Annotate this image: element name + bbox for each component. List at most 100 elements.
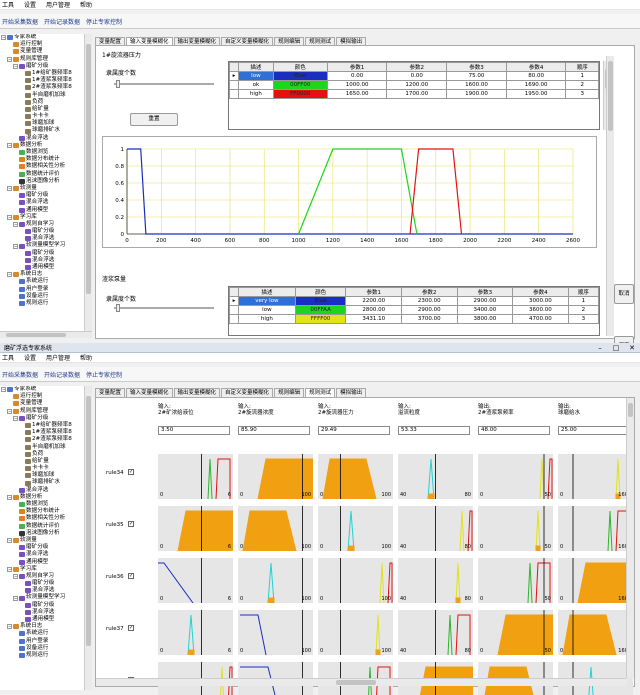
menu-settings[interactable]: 设置 [24, 2, 37, 9]
cell-value[interactable]: 3700.00 [401, 314, 458, 324]
cell-value[interactable]: 2900.00 [456, 296, 514, 306]
expand-toggle-icon[interactable]: − [7, 408, 12, 414]
tree-node[interactable]: 泡沫图像分析 [0, 178, 91, 185]
tab-4[interactable]: 规则编辑 [274, 37, 305, 46]
tree-node[interactable]: 运行控制 [0, 41, 91, 48]
reset-button[interactable]: 重置 [130, 113, 178, 126]
menu2-help[interactable]: 帮助 [80, 355, 93, 362]
tree-node[interactable]: 磨矿分级 [0, 250, 91, 257]
cell-value[interactable]: 3 [567, 314, 600, 324]
rule-enable-checkbox[interactable]: ✓ [128, 469, 134, 475]
expand-toggle-icon[interactable]: − [13, 243, 18, 249]
expand-toggle-icon[interactable]: − [7, 538, 12, 544]
tree-node[interactable]: 系统运行 [0, 278, 91, 285]
tree-node[interactable]: 数据相关性分析 [0, 163, 91, 170]
tree-node[interactable]: 通用模型 [0, 264, 91, 271]
expand-toggle-icon[interactable]: − [7, 272, 12, 278]
tree-node[interactable]: 球磨加球 [0, 472, 91, 479]
start-collect-button[interactable]: 开始采集数据 [2, 18, 39, 26]
cell-value[interactable]: 1700.00 [386, 89, 448, 99]
var-value-input[interactable]: 53.33 [398, 426, 470, 435]
cancel-button[interactable]: 取消 [614, 284, 634, 304]
table-row[interactable]: ▸ very low Blue 2200.00 2300.00 2900.00 3000.0… [229, 296, 600, 306]
tree-node[interactable]: − 软测量 [0, 537, 91, 544]
cell-value[interactable]: 1000.00 [326, 80, 388, 90]
tab-1[interactable]: 输入变量模糊化 [126, 388, 173, 397]
cell-value[interactable]: 3400.00 [456, 305, 514, 315]
cell-value[interactable]: 2 [567, 305, 600, 315]
tab-0[interactable]: 变量配置 [95, 388, 126, 397]
cell-desc[interactable]: low [238, 305, 296, 315]
maximize-icon[interactable]: □ [612, 343, 620, 352]
stop-expert-button-2[interactable]: 停止专家控制 [86, 371, 123, 379]
tree-node[interactable]: 卡卡卡 [0, 465, 91, 472]
tab-3[interactable]: 自定义变量模糊化 [221, 37, 274, 46]
tree-node[interactable]: 球磨排矿水 [0, 479, 91, 486]
table-row[interactable]: high FF0000 1650.00 1700.00 1900.00 1950.00 3 [229, 89, 599, 99]
tree-node[interactable]: 规则运行 [0, 652, 91, 659]
tree-node[interactable]: 混合浮选 [0, 551, 91, 558]
tab-2[interactable]: 输出变量模糊化 [173, 388, 221, 397]
expand-toggle-icon[interactable]: − [13, 63, 18, 69]
cell-value[interactable]: 1600.00 [446, 80, 507, 90]
tree-node[interactable]: 变量管理 [0, 400, 91, 407]
cell-value[interactable]: 1950.00 [505, 89, 567, 99]
tree-node[interactable]: 数据相关性分析 [0, 515, 91, 522]
cell-value[interactable]: 1 [567, 296, 600, 306]
tab-6[interactable]: 模拟输出 [336, 388, 367, 397]
tree-node[interactable]: 磨矿分级 [0, 544, 91, 551]
tree-node[interactable]: 混合浮选 [0, 487, 91, 494]
cell-value[interactable]: 2900.00 [401, 305, 458, 315]
membership-count-slider[interactable] [114, 80, 214, 88]
cell-value[interactable]: 0.00 [386, 71, 448, 81]
tree-node[interactable]: 混合浮选 [0, 257, 91, 264]
cell-value[interactable]: 3 [565, 89, 599, 99]
cell-desc[interactable]: very low [238, 296, 296, 306]
tree-node[interactable]: − 学习库 [0, 566, 91, 573]
row-selector-icon[interactable] [229, 80, 239, 90]
rule-enable-checkbox[interactable]: ✓ [128, 573, 134, 579]
table-row[interactable]: low 00FFAA 2800.00 2900.00 3400.00 3600.00 2 [229, 305, 600, 315]
tree-node[interactable]: 规则运行 [0, 300, 91, 307]
cell-desc[interactable]: high [238, 89, 274, 99]
membership-count-slider-2[interactable] [114, 304, 214, 312]
save-button[interactable]: 保存 [614, 336, 634, 343]
table-row[interactable]: ok 00FF00 1000.00 1200.00 1600.00 1690.00 2 [229, 80, 599, 90]
expand-toggle-icon[interactable]: − [1, 35, 6, 41]
expand-toggle-icon[interactable]: − [7, 624, 12, 630]
cell-value[interactable]: 1 [565, 71, 599, 81]
tree-node[interactable]: 数据分布统计 [0, 508, 91, 515]
tree-node[interactable]: 数据统计评价 [0, 171, 91, 178]
cell-value[interactable]: 1200.00 [386, 80, 448, 90]
tree-node[interactable]: − 系统日志 [0, 623, 91, 630]
rules-scrollbar[interactable] [626, 398, 634, 678]
cell-value[interactable]: 2800.00 [345, 305, 403, 315]
table-row[interactable]: high FFFF00 3431.10 3700.00 3800.00 4700.00 3 [229, 314, 600, 324]
menu2-settings[interactable]: 设置 [24, 355, 37, 362]
tree-node[interactable]: 半自磨机加球 [0, 444, 91, 451]
tree-node[interactable]: − 磨矿分级 [0, 415, 91, 422]
tab-5[interactable]: 规则测试 [305, 37, 336, 46]
cell-value[interactable]: 3000.00 [512, 296, 569, 306]
cell-color[interactable]: FF0000 [272, 89, 328, 99]
tree-node[interactable]: 磨矿分级 [0, 580, 91, 587]
tree-node[interactable]: 卡卡卡 [0, 113, 91, 120]
tree-node[interactable]: 球磨加球 [0, 120, 91, 127]
var-value-input[interactable]: 48.00 [478, 426, 550, 435]
var-value-input[interactable]: 25.00 [558, 426, 630, 435]
tab-1[interactable]: 输入变量模糊化 [126, 37, 173, 46]
tree-node[interactable]: 磨矿分级 [0, 602, 91, 609]
tree-node[interactable]: − 学习库 [0, 214, 91, 221]
rules-hscrollbar[interactable] [96, 678, 626, 686]
cell-value[interactable]: 1690.00 [505, 80, 567, 90]
expand-toggle-icon[interactable]: − [13, 573, 18, 579]
tree-node[interactable]: 混合浮选 [0, 587, 91, 594]
var-value-input[interactable]: 3.50 [158, 426, 230, 435]
tree-node[interactable]: 半自磨机加球 [0, 92, 91, 99]
tree-node[interactable]: − 软测量 [0, 185, 91, 192]
stop-expert-button[interactable]: 停止专家控制 [86, 18, 123, 26]
tree-node[interactable]: 变量管理 [0, 48, 91, 55]
tree-node[interactable]: − 规则库管理 [0, 56, 91, 63]
tree-node[interactable]: 运行控制 [0, 393, 91, 400]
menu2-users[interactable]: 用户管理 [46, 355, 71, 362]
